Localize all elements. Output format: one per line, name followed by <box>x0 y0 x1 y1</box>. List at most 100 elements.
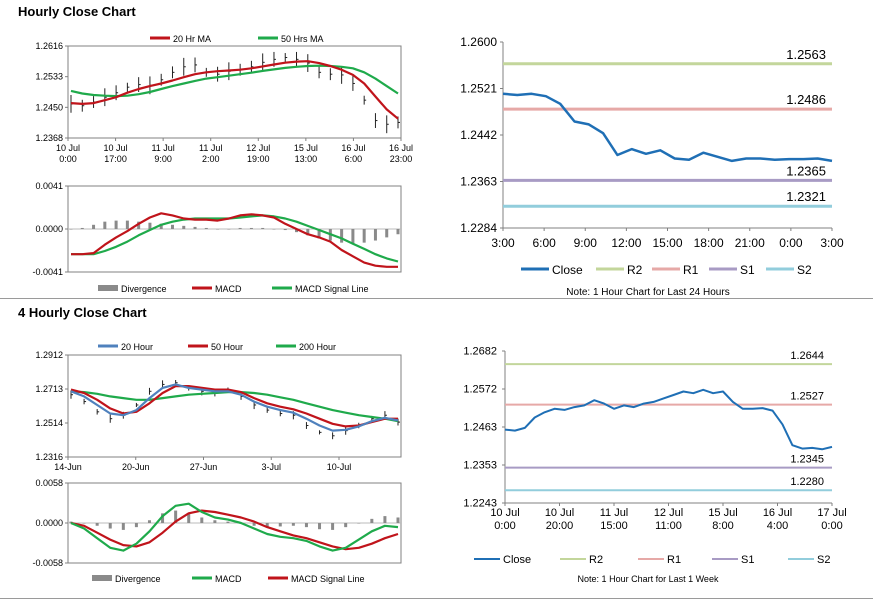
legend-r2-label: R2 <box>589 554 603 566</box>
x-tick-label: 10 Jul <box>545 507 574 519</box>
x-tick-label: 14-Jun <box>54 462 82 472</box>
x-tick-label: 11 Jul <box>151 143 174 153</box>
y-tick-label: 1.2682 <box>463 346 497 358</box>
y-tick-label: 1.2284 <box>460 221 497 235</box>
legend-20-hour-label: 20 Hour <box>121 342 153 352</box>
y-tick-label: 1.2600 <box>460 35 497 49</box>
ma20-line <box>70 383 399 432</box>
x-tick-label: 12 Jul <box>654 507 683 519</box>
divergence-bar <box>114 220 118 229</box>
divergence-bar <box>344 523 348 528</box>
divergence-bar <box>252 523 256 526</box>
divergence-bar <box>147 520 151 523</box>
x-tick-label: 20-Jun <box>122 462 150 472</box>
divergence-bar <box>159 223 163 229</box>
y-tick-label: 1.2616 <box>35 41 63 51</box>
macd-line <box>70 502 399 552</box>
divergence-bar <box>137 221 141 229</box>
divergence-bar <box>295 229 299 233</box>
divergence-bar <box>385 229 389 238</box>
y-tick-label: 1.2353 <box>463 460 497 472</box>
x-tick-label: 15 Jul <box>708 507 737 519</box>
plot-frame <box>67 45 402 139</box>
close-line <box>502 92 833 163</box>
level-r1-label: 1.2527 <box>790 391 824 403</box>
level-r2-label: 1.2644 <box>790 350 824 362</box>
x-tick-label: 0:00 <box>779 236 803 250</box>
x-tick-label: 9:00 <box>574 236 598 250</box>
divergence-bar <box>370 518 374 523</box>
divergence-bar <box>283 229 287 231</box>
divergence-bar <box>82 523 86 524</box>
x-tick-label: 18:00 <box>694 236 724 250</box>
x-tick-label: 19:00 <box>247 154 270 164</box>
x-tick-label: 10-Jul <box>327 462 352 472</box>
divergence-bar <box>383 516 387 523</box>
divergence-bar <box>396 229 400 235</box>
divergence-bar <box>92 224 96 229</box>
x-tick-label: 4:00 <box>767 520 788 532</box>
x-tick-label: 3-Jul <box>261 462 281 472</box>
divergence-bar <box>170 224 174 229</box>
divergence-bar <box>317 229 321 239</box>
x-tick-label: 20:00 <box>546 520 574 532</box>
y-tick-label: 1.2243 <box>463 498 497 510</box>
legend-divergence-swatch <box>98 285 118 291</box>
ma200-line <box>70 390 399 423</box>
level-s2-label: 1.2280 <box>790 476 824 488</box>
y-tick-label: 0.0000 <box>35 518 63 528</box>
ma20-line <box>70 60 399 120</box>
divergence-bar <box>265 523 269 528</box>
macd-signal-line <box>70 509 399 551</box>
divergence-bar <box>80 227 84 229</box>
legend-close-label: Close <box>503 554 531 566</box>
x-tick-label: 15 Jul <box>294 143 318 153</box>
legend-s2-label: S2 <box>797 263 812 277</box>
y-tick-label: 1.2442 <box>460 128 497 142</box>
divergence-bar <box>272 229 276 230</box>
legend-macd-signal-label: MACD Signal Line <box>291 574 365 584</box>
x-tick-label: 27-Jun <box>190 462 218 472</box>
x-tick-label: 13:00 <box>295 154 318 164</box>
y-tick-label: -0.0058 <box>32 558 63 568</box>
level-r2-label: 1.2563 <box>786 47 826 62</box>
divergence-bar <box>193 226 197 229</box>
level-s2-label: 1.2321 <box>786 189 826 204</box>
legend-close-label: Close <box>552 263 583 277</box>
x-tick-label: 3:00 <box>491 236 515 250</box>
divergence-bar <box>227 229 231 230</box>
y-tick-label: 1.2912 <box>35 350 63 360</box>
y-tick-label: 1.2368 <box>35 133 63 143</box>
divergence-bar <box>204 227 208 229</box>
divergence-bar <box>291 523 295 526</box>
ma50-line <box>70 64 399 98</box>
x-tick-label: 2:00 <box>202 154 220 164</box>
divergence-bar <box>69 521 73 523</box>
divergence-bar <box>249 227 253 229</box>
divergence-bar <box>182 225 186 229</box>
divergence-bar <box>216 229 220 230</box>
x-tick-label: 0:00 <box>821 520 842 532</box>
divergence-bar <box>362 229 366 243</box>
macd-line <box>71 212 398 268</box>
x-tick-label: 9:00 <box>154 154 172 164</box>
legend-r1-label: R1 <box>683 263 699 277</box>
level-s1-label: 1.2365 <box>786 163 826 178</box>
y-tick-label: 1.2450 <box>35 102 63 112</box>
x-tick-label: 6:00 <box>345 154 363 164</box>
divergence-bar <box>331 523 335 530</box>
x-tick-label: 12 Jul <box>246 143 270 153</box>
legend-divergence-swatch <box>92 575 112 581</box>
legend-50hrs-ma-label: 50 Hrs MA <box>281 34 324 44</box>
x-tick-label: 23:00 <box>390 154 413 164</box>
y-tick-label: 1.2363 <box>460 175 497 189</box>
divergence-bar <box>187 513 191 523</box>
y-tick-label: 1.2713 <box>35 384 63 394</box>
x-tick-label: 0:00 <box>494 520 515 532</box>
level-s1-label: 1.2345 <box>790 454 824 466</box>
divergence-bar <box>306 229 310 236</box>
x-tick-label: 17:00 <box>104 154 127 164</box>
x-tick-label: 21:00 <box>735 236 765 250</box>
legend-s1-label: S1 <box>741 554 754 566</box>
x-tick-label: 8:00 <box>712 520 733 532</box>
